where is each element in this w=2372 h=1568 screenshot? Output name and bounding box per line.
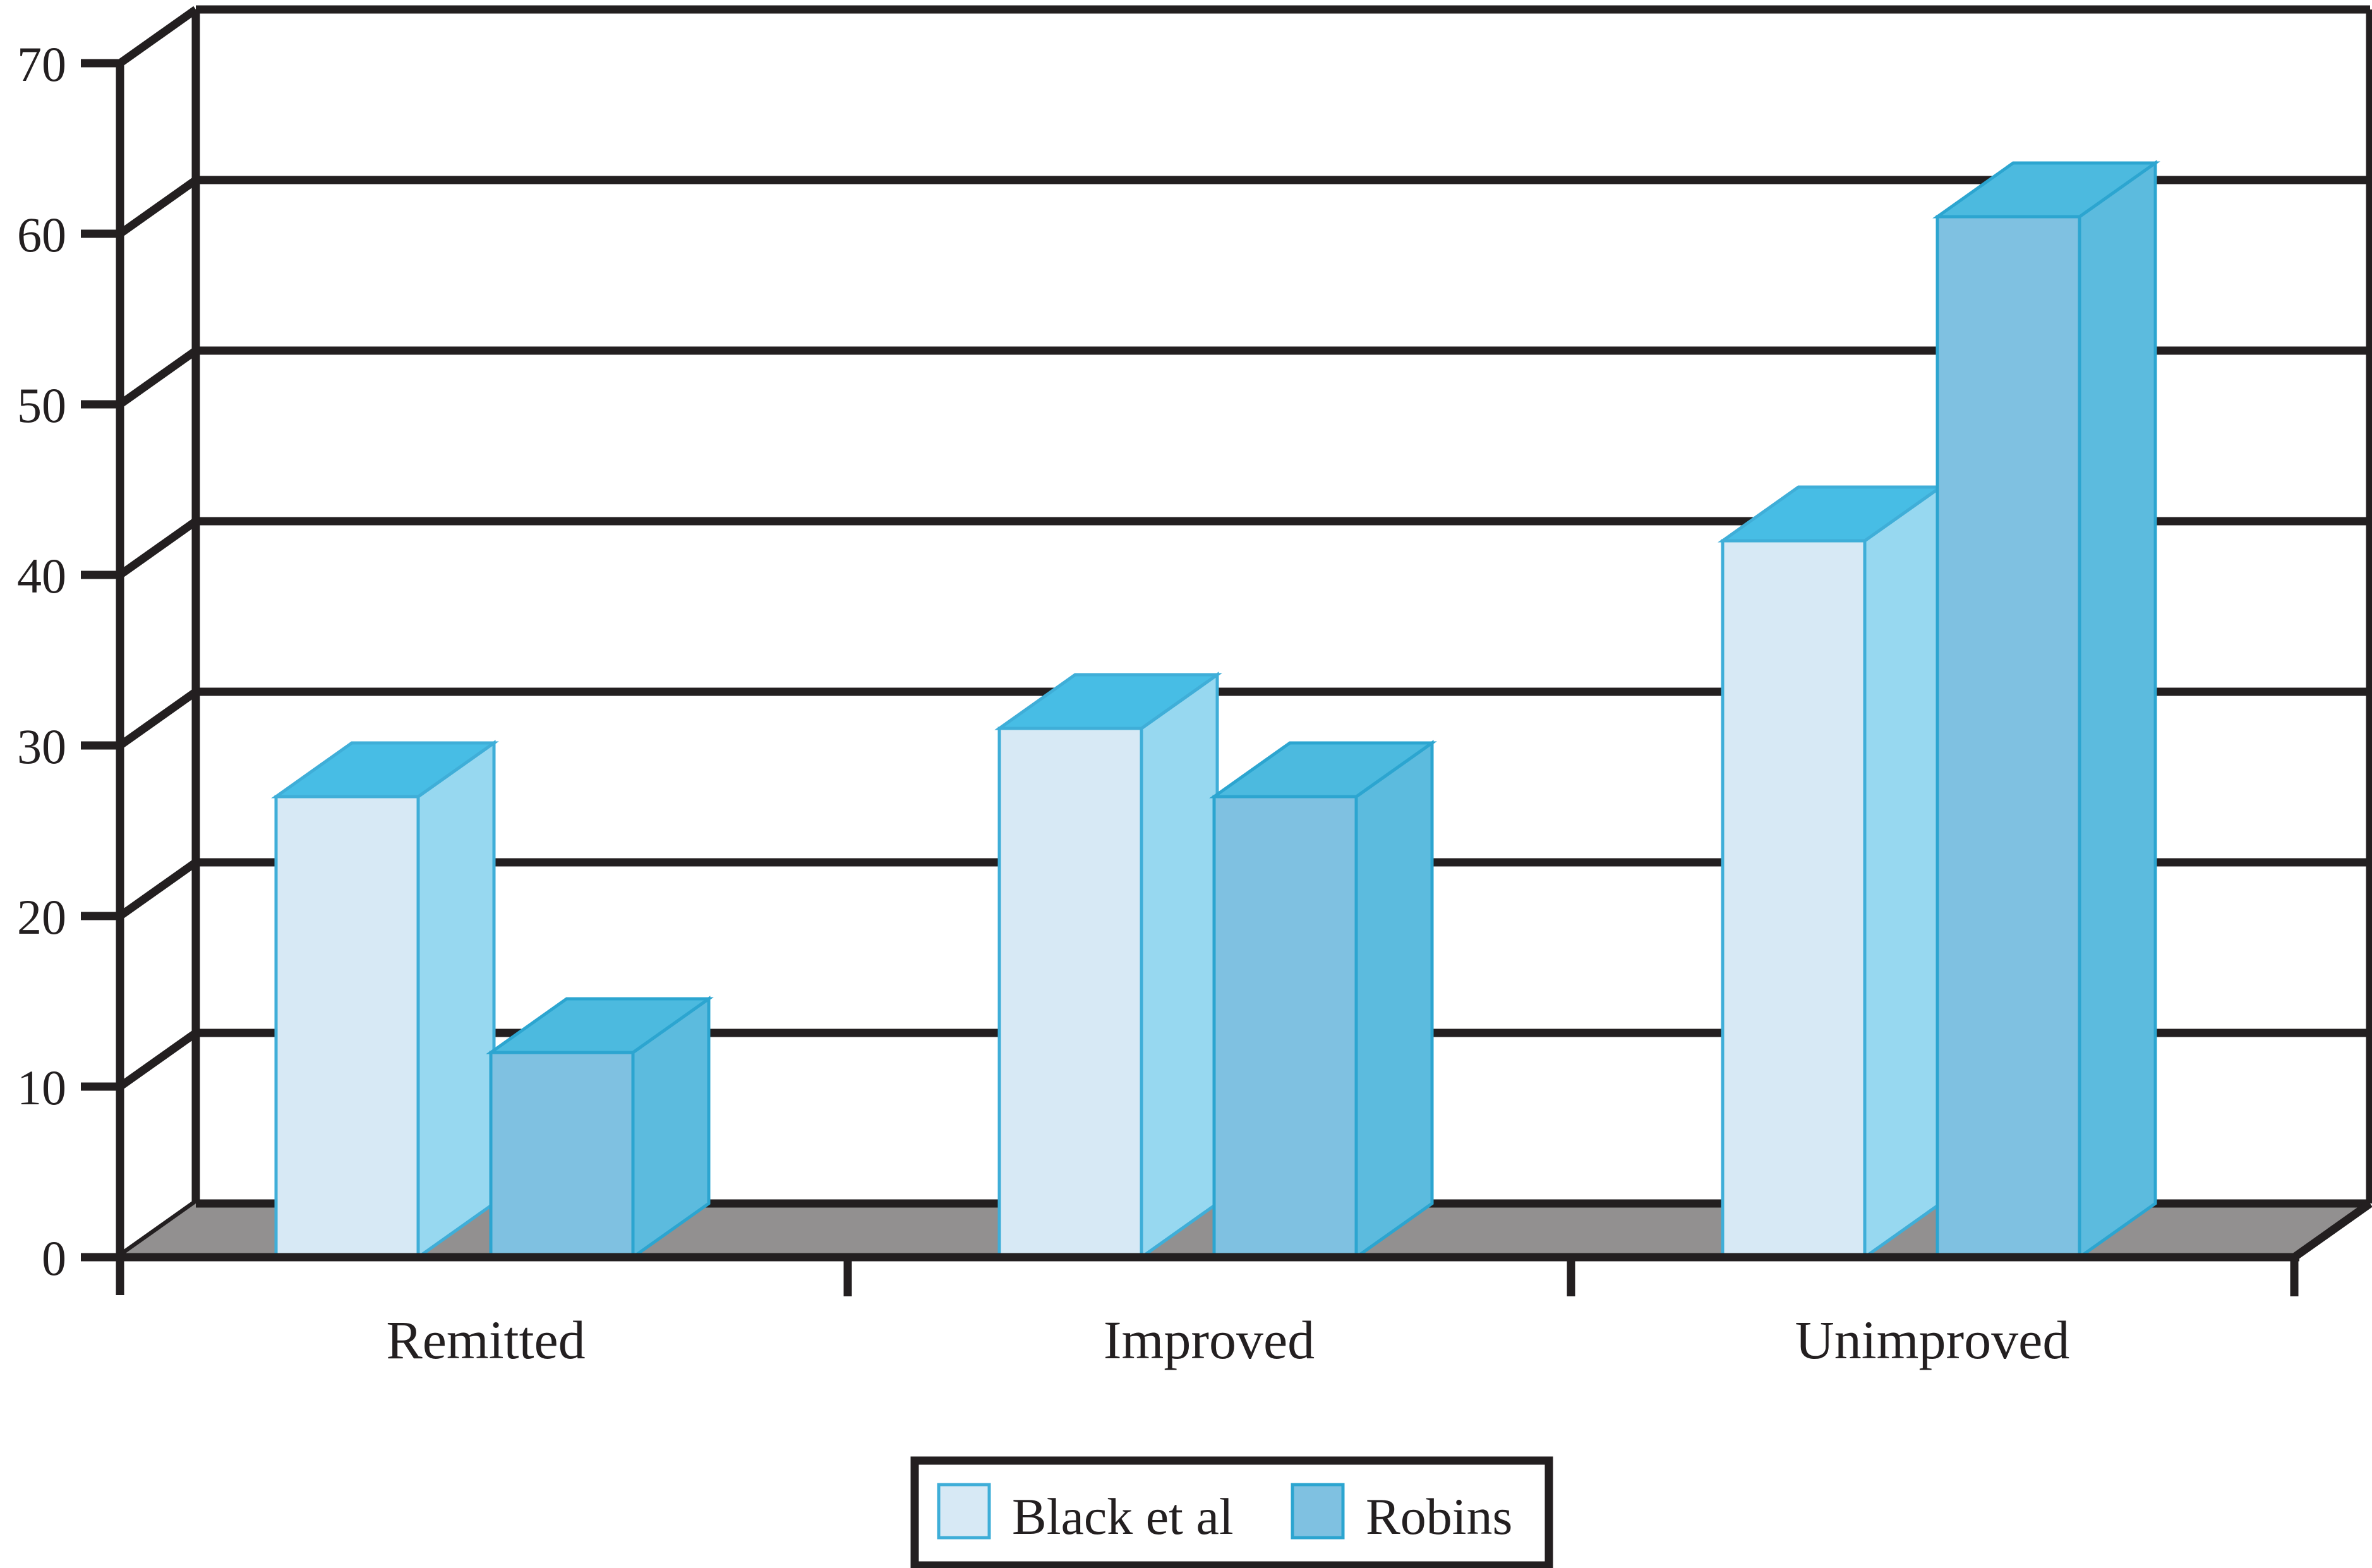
- bar-remitted-black-et-al-side: [416, 740, 496, 1260]
- bar-improved-robins-top: [1209, 741, 1437, 799]
- bar-unimproved-robins-top: [1932, 161, 2160, 219]
- y-tick-label-60: 60: [17, 207, 66, 262]
- legend-label-robins: Robins: [1366, 1488, 1512, 1545]
- bar-remitted-robins-front: [489, 1051, 635, 1259]
- bar-unimproved-robins-front: [1936, 215, 2081, 1259]
- bar-remitted-robins-top: [486, 997, 714, 1054]
- legend-box: [910, 1456, 1553, 1568]
- bar-remitted-robins: [486, 996, 714, 1260]
- bar-improved-black-et-al-side: [1140, 672, 1219, 1260]
- category-label-improved: Improved: [1104, 1310, 1315, 1370]
- grid-diagonal-40: [117, 517, 198, 579]
- legend-swatch-black-et-al: [937, 1483, 991, 1540]
- grid-diagonal-60: [117, 176, 198, 238]
- y-axis-labels: 0 10 20 30 40 50 60 70: [17, 37, 66, 1286]
- y-tick-label-70: 70: [17, 37, 66, 92]
- grid-diagonal-50: [117, 347, 198, 408]
- y-tick-label-0: 0: [42, 1231, 66, 1286]
- bar-improved-black-et-al-top: [994, 673, 1222, 730]
- bar-remitted-black-et-al-front: [274, 795, 420, 1259]
- category-labels: Remitted Improved Unimproved: [386, 1310, 2069, 1370]
- bar-unimproved-black-et-al-side: [1863, 484, 1942, 1260]
- legend-swatch-robins: [1291, 1483, 1345, 1540]
- y-tick-label-20: 20: [17, 890, 66, 944]
- bar-improved-black-et-al: [994, 672, 1222, 1260]
- y-tick-label-30: 30: [17, 719, 66, 774]
- y-tick-label-40: 40: [17, 548, 66, 603]
- grid-diagonal-70: [117, 6, 198, 67]
- bar-improved-robins-front: [1212, 795, 1358, 1259]
- bar-improved-robins-side: [1354, 740, 1434, 1260]
- bar-unimproved-black-et-al: [1718, 484, 1946, 1260]
- floor-right-edge: [2292, 1200, 2372, 1261]
- category-label-remitted: Remitted: [386, 1310, 585, 1370]
- legend: Black et al Robins: [910, 1456, 1553, 1568]
- grid-diagonal-30: [117, 688, 198, 749]
- bar-improved-robins: [1209, 740, 1437, 1260]
- grid-diagonal-20: [117, 859, 198, 920]
- bar-unimproved-black-et-al-front: [1721, 539, 1867, 1259]
- bar-unimproved-robins-side: [2078, 160, 2157, 1260]
- front-axis: [116, 1253, 2299, 1296]
- y-tick-label-10: 10: [17, 1060, 66, 1115]
- bar-unimproved-robins: [1932, 160, 2160, 1260]
- bar-remitted-black-et-al-top: [271, 741, 499, 799]
- bar-remitted-black-et-al: [271, 740, 499, 1260]
- category-label-unimproved: Unimproved: [1795, 1310, 2070, 1370]
- y-tick-label-50: 50: [17, 378, 66, 433]
- legend-label-black-et-al: Black et al: [1012, 1488, 1234, 1545]
- grid-diagonal-10: [117, 1029, 198, 1090]
- bar-improved-black-et-al-front: [997, 727, 1143, 1259]
- bars: [271, 160, 2160, 1260]
